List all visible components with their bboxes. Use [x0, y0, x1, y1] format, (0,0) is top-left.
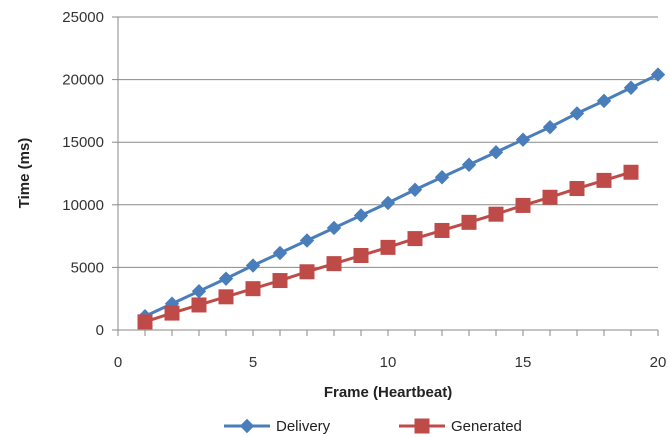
axes — [112, 16, 659, 336]
series — [137, 67, 666, 330]
y-tick-label: 5000 — [71, 259, 104, 276]
data-point-delivery — [623, 80, 639, 95]
legend-label: Generated — [451, 418, 522, 435]
data-point-generated — [272, 273, 288, 289]
data-point-delivery — [515, 132, 531, 147]
y-tick-label: 25000 — [62, 9, 104, 26]
data-point-delivery — [542, 119, 558, 135]
data-point-generated — [164, 305, 180, 321]
x-axis-title: Frame (Heartbeat) — [324, 384, 452, 401]
series-delivery — [137, 67, 666, 324]
data-point-generated — [299, 264, 315, 280]
data-point-generated — [542, 189, 558, 205]
data-point-delivery — [191, 283, 207, 299]
data-point-generated — [515, 197, 531, 213]
data-point-generated — [326, 256, 342, 272]
x-tick-label: 10 — [380, 354, 397, 371]
data-point-delivery — [461, 157, 477, 172]
gridlines — [118, 16, 658, 331]
data-point-delivery — [569, 106, 585, 121]
data-point-generated — [461, 214, 477, 230]
x-tick-label: 5 — [249, 354, 257, 371]
y-tick-label: 15000 — [62, 134, 104, 151]
data-point-generated — [245, 281, 261, 297]
data-point-delivery — [650, 67, 666, 82]
data-point-generated — [407, 231, 423, 247]
y-tick-label: 20000 — [62, 72, 104, 89]
y-tick-label: 10000 — [62, 197, 104, 214]
data-point-generated — [137, 314, 153, 330]
data-point-delivery — [218, 271, 234, 286]
data-point-generated — [380, 239, 396, 255]
data-point-generated — [353, 248, 369, 264]
x-tick-label: 0 — [114, 354, 122, 371]
y-tick-label: 0 — [96, 322, 104, 339]
x-tick-label: 20 — [650, 354, 667, 371]
data-point-delivery — [326, 220, 342, 236]
tick-labels: 0 5000 10000 15000 20000 25000 0 5 10 15 20 — [62, 9, 666, 371]
data-point-generated — [488, 206, 504, 222]
data-point-delivery — [488, 145, 504, 160]
data-point-delivery — [596, 93, 612, 109]
data-point-delivery — [380, 195, 396, 211]
data-point-generated — [191, 297, 207, 313]
legend: Delivery Generated — [224, 418, 522, 435]
x-tick-label: 15 — [515, 354, 532, 371]
y-axis-title: Time (ms) — [16, 138, 33, 209]
data-point-delivery — [434, 170, 450, 185]
legend-swatch-marker — [414, 418, 430, 434]
data-point-delivery — [407, 182, 423, 197]
data-point-generated — [218, 289, 234, 305]
legend-item-generated: Generated — [399, 418, 522, 435]
legend-label: Delivery — [276, 418, 331, 435]
data-point-generated — [596, 172, 612, 188]
data-point-generated — [434, 222, 450, 238]
data-point-delivery — [245, 258, 261, 273]
data-point-generated — [569, 181, 585, 197]
series-generated — [137, 164, 639, 330]
data-point-delivery — [353, 208, 369, 223]
legend-swatch-marker — [239, 418, 255, 434]
data-point-delivery — [299, 233, 315, 248]
legend-item-delivery: Delivery — [224, 418, 331, 435]
data-point-delivery — [272, 245, 288, 261]
data-point-generated — [623, 164, 639, 180]
